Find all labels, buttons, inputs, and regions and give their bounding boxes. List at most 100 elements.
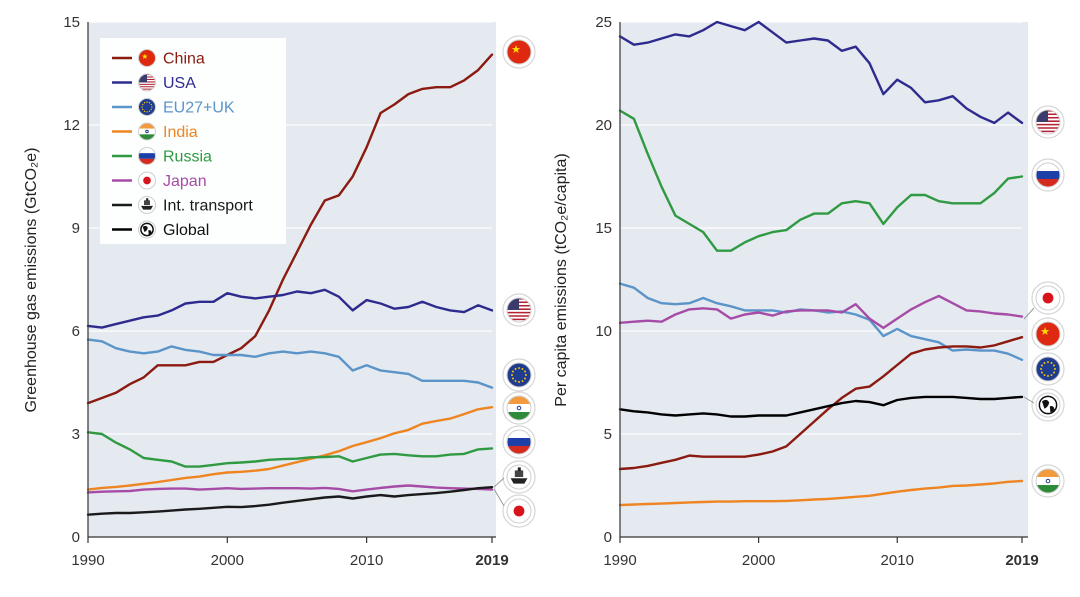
china-flag-badge: ★ [502,35,536,69]
russia-flag-icon [506,429,532,455]
series-line-global [618,395,1024,418]
y-tick-label: 6 [72,323,80,340]
right-series-lines [618,20,1024,507]
x-tick-label: 1990 [603,552,636,569]
legend-label: China [163,51,205,68]
usa-flag-icon [1035,109,1061,135]
series-line-usa [618,20,1024,125]
left-x-tick-labels: 1990 2000 2010 2019 [71,537,509,569]
russia-flag-icon [1035,162,1061,188]
russia-flag-badge [1031,158,1065,192]
legend: ★ China USA EU27+UK India Russia Japan Int. tra… [100,38,286,244]
series-line-usa [86,288,494,329]
globe-icon [138,220,156,239]
connector-line [493,477,505,488]
legend-label: Global [163,222,209,239]
china-flag-badge: ★ [1031,317,1065,351]
y-tick-label: 15 [63,14,80,31]
left-y-tick-labels: 0 3 6 9 12 15 [63,14,80,546]
series-line-japan [618,294,1024,330]
y-tick-label: 0 [604,529,612,546]
right-x-tick-labels: 1990 2000 2010 2019 [603,537,1039,569]
y-tick-label: 5 [604,426,612,443]
right-end-icons: ★ [1023,105,1065,498]
series-line-japan [86,484,494,494]
china-flag-icon: ★ [138,49,156,67]
india-flag-icon [138,122,156,141]
japan-flag-badge [1031,281,1065,315]
india-flag-icon [506,395,532,421]
right-panel: 0 5 10 15 20 25 1990 2000 2010 2019 Per capita e… [553,14,1065,569]
ship-badge [502,460,536,494]
russia-flag-badge [502,425,536,459]
x-tick-label: 2010 [881,552,914,569]
x-tick-label: 2019 [1005,552,1038,569]
legend-item-eu27-uk: EU27+UK [112,98,235,117]
eu-flag-icon [138,98,156,116]
china-flag-icon: ★ [1035,321,1061,347]
usa-flag-icon [138,73,156,92]
right-y-tick-labels: 0 5 10 15 20 25 [595,14,612,546]
india-flag-badge [502,391,536,425]
series-line-int-transport [86,486,494,516]
legend-item-china: ★ China [112,49,205,68]
connector-line [1023,307,1035,320]
series-line-eu27-uk [86,338,494,389]
y-tick-label: 3 [72,426,80,443]
y-tick-label: 12 [63,117,80,134]
connector-line [493,488,505,507]
x-tick-label: 1990 [71,552,104,569]
svg-text:★: ★ [141,52,148,61]
legend-label: EU27+UK [163,100,235,117]
y-tick-label: 10 [595,323,612,340]
eu-flag-icon [1035,356,1061,382]
left-panel: 0 3 6 9 12 15 1990 2000 2010 2019 Greenhouse gas… [23,14,536,569]
globe-icon [1035,392,1061,418]
y-tick-label: 9 [72,220,80,237]
legend-item-usa: USA [112,73,196,92]
left-y-axis-label: Greenhouse gas emissions (GtCO₂e) [23,148,40,413]
legend-item-russia: Russia [112,147,212,166]
legend-item-int-transport: Int. transport [112,196,253,215]
ship-icon [506,464,532,490]
japan-flag-icon [506,498,532,524]
right-plot-area [620,22,1028,537]
y-tick-label: 15 [595,220,612,237]
japan-flag-icon [138,171,156,190]
svg-text:★: ★ [511,44,521,56]
usa-flag-icon [506,297,532,323]
legend-label: USA [163,75,196,92]
x-tick-label: 2000 [211,552,244,569]
legend-label: Japan [163,173,207,190]
left-series-lines [86,53,494,516]
x-tick-label: 2000 [742,552,775,569]
legend-label: Int. transport [163,198,253,215]
y-tick-label: 20 [595,117,612,134]
china-flag-icon: ★ [506,39,532,65]
series-line-india [86,406,494,491]
series-line-india [618,479,1024,507]
japan-flag-icon [1035,285,1061,311]
series-line-china [618,336,1024,471]
svg-text:★: ★ [1040,326,1050,338]
series-line-russia [618,109,1024,252]
ship-icon [138,196,156,214]
series-line-china [86,53,494,405]
x-tick-label: 2019 [475,552,508,569]
legend-label: India [163,124,198,141]
legend-item-global: Global [112,220,209,239]
russia-flag-icon [138,147,156,165]
japan-flag-badge [502,494,536,528]
connector-line [1023,396,1035,404]
eu-flag-badge [502,358,536,392]
legend-item-japan: Japan [112,171,207,190]
eu-flag-badge [1031,352,1065,386]
india-flag-badge [1031,464,1065,498]
series-line-russia [86,431,494,468]
y-tick-label: 0 [72,529,80,546]
legend-item-india: India [112,122,198,141]
usa-flag-badge [1031,105,1065,139]
right-y-axis-label: Per capita emissions (tCO₂e/capita) [553,153,570,406]
